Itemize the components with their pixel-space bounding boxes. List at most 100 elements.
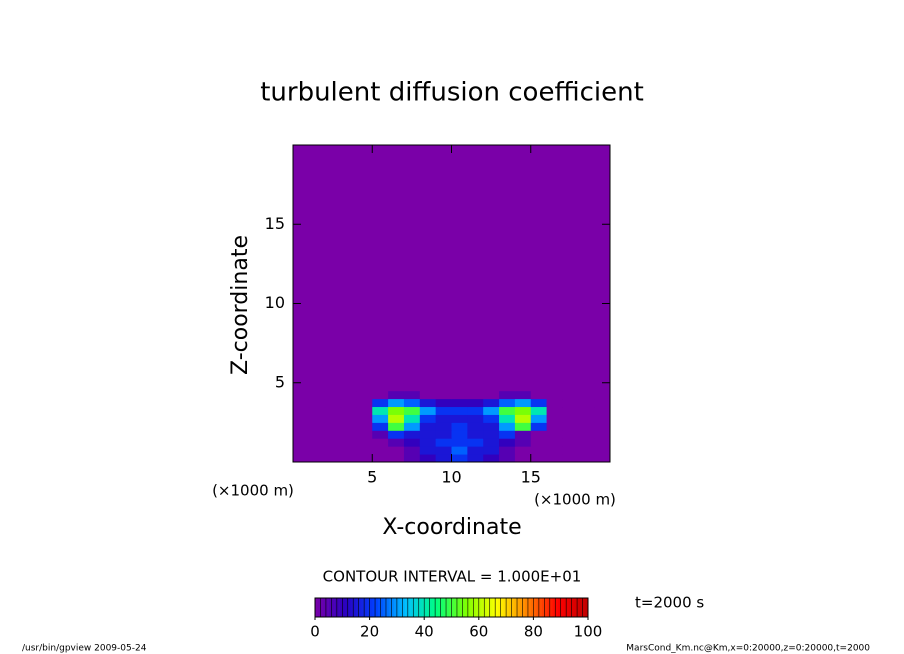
cell (340, 145, 357, 384)
cell (530, 382, 548, 392)
cell (483, 414, 500, 423)
cell (403, 414, 421, 423)
cell (483, 145, 500, 384)
cell (340, 390, 357, 400)
cell (403, 430, 421, 439)
cell (372, 438, 389, 447)
cell (293, 438, 310, 447)
colorbar-stripe (497, 598, 501, 617)
colorbar-stripe (503, 598, 507, 617)
colorbar-stripe (432, 598, 436, 617)
cell (530, 446, 548, 455)
colorbar-stripe (328, 598, 332, 617)
cell (467, 454, 484, 463)
cell (324, 438, 342, 447)
cell (403, 398, 421, 408)
colorbar-stripe (437, 598, 441, 617)
cell (594, 382, 611, 392)
colorbar-stripe (347, 598, 351, 617)
colorbar-stripe (519, 598, 523, 617)
cell (356, 145, 373, 384)
cell (356, 430, 373, 439)
cell (435, 430, 452, 439)
cell (435, 446, 452, 455)
cell (419, 382, 437, 392)
colorbar-stripe (339, 598, 343, 617)
cell (324, 398, 342, 408)
cell (356, 382, 373, 392)
cell (514, 145, 532, 384)
cell (562, 382, 579, 392)
colorbar-stripe (585, 598, 589, 617)
cell (388, 406, 405, 415)
cell (308, 390, 326, 400)
cell (562, 406, 579, 415)
colorbar-stripe (489, 598, 493, 617)
colorbar-stripe (473, 598, 477, 617)
cell (403, 454, 421, 463)
cell (324, 382, 342, 392)
x-tick-label: 15 (521, 468, 541, 487)
cell (340, 430, 357, 439)
cell (356, 414, 373, 423)
colorbar-stripe (323, 598, 327, 617)
cell (451, 438, 468, 447)
cell (594, 414, 611, 423)
x-axis-label: X-coordinate (382, 515, 521, 540)
colorbar-stripe (399, 598, 403, 617)
colorbar-stripe (421, 598, 425, 617)
cell (435, 438, 452, 447)
colorbar-tick-label: 20 (360, 623, 379, 641)
cell (293, 406, 310, 415)
colorbar-stripe (331, 598, 335, 617)
colorbar-stripe (426, 598, 430, 617)
colorbar-stripe (495, 598, 499, 617)
colorbar-stripe (481, 598, 485, 617)
cell (372, 422, 389, 431)
colorbar-stripe (385, 598, 390, 617)
colorbar-stripe (456, 598, 460, 617)
colorbar-stripe (424, 598, 428, 617)
colorbar-stripe (571, 598, 575, 617)
colorbar-frame (314, 597, 589, 618)
cell (340, 398, 357, 408)
colorbar-stripe (555, 598, 559, 617)
cell (308, 438, 326, 447)
cell (372, 382, 389, 392)
cell (514, 398, 532, 408)
colorbar-stripe (405, 598, 409, 617)
colorbar-stripe (544, 598, 548, 617)
cell (562, 438, 579, 447)
cell (419, 398, 437, 408)
colorbar-stripe (484, 598, 488, 617)
colorbar-stripe (394, 598, 398, 617)
cell (372, 390, 389, 400)
cell (483, 390, 500, 400)
colorbar-stripe (334, 598, 338, 617)
cell (546, 446, 563, 455)
cell (403, 438, 421, 447)
cell (293, 430, 310, 439)
cell (372, 145, 389, 384)
cell (483, 398, 500, 408)
colorbar-stripe (383, 598, 387, 617)
cell (356, 454, 373, 463)
cell (419, 438, 437, 447)
cell (530, 145, 548, 384)
cell (388, 430, 405, 439)
y-tick-label: 5 (275, 372, 285, 391)
cell (467, 414, 484, 423)
cell (308, 382, 326, 392)
colorbar-stripe (549, 598, 553, 617)
footer-right: MarsCond_Km.nc@Km,x=0:20000,z=0:20000,t=… (626, 644, 870, 654)
cell (499, 382, 516, 392)
cell (293, 390, 310, 400)
cell (483, 438, 500, 447)
cell (546, 430, 563, 439)
cell (293, 414, 310, 423)
cell (514, 454, 532, 463)
cell (562, 414, 579, 423)
cell (530, 454, 548, 463)
colorbar-stripe (440, 598, 444, 617)
cell (546, 145, 563, 384)
